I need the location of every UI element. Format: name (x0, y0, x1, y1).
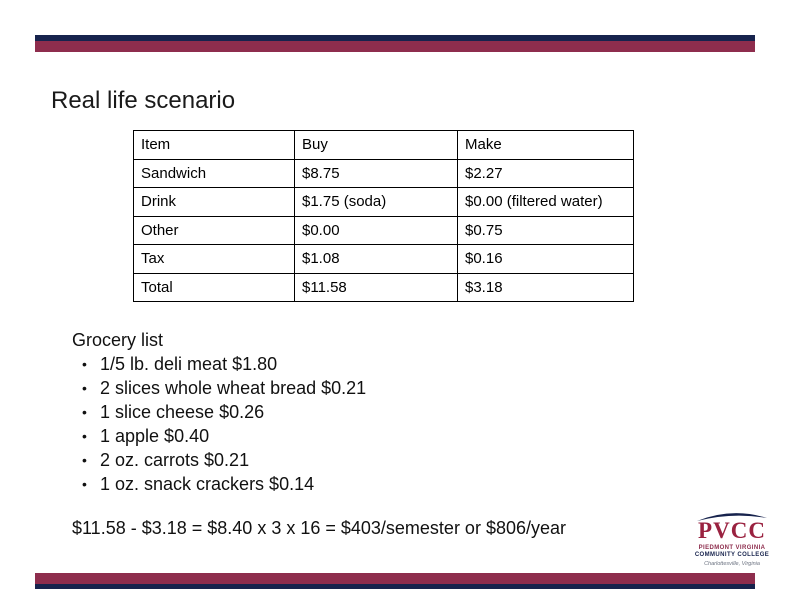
list-item-text: 1 slice cheese $0.26 (100, 402, 265, 422)
table-cell: Tax (133, 244, 295, 274)
table-cell: $11.58 (294, 272, 458, 302)
bottom-accent-bar-navy (35, 584, 755, 589)
list-item: • 1/5 lb. deli meat $1.80 (82, 352, 366, 376)
table-row: Tax $1.08 $0.16 (133, 244, 634, 274)
list-item-text: 1 oz. snack crackers $0.14 (100, 474, 315, 494)
list-item: • 2 oz. carrots $0.21 (82, 448, 366, 472)
list-item: • 1 slice cheese $0.26 (82, 400, 366, 424)
list-item: • 1 apple $0.40 (82, 424, 366, 448)
bullet-marker: • (82, 452, 87, 468)
logo-name-line2: COMMUNITY COLLEGE (694, 552, 770, 558)
pvcc-logo: PVCC PIEDMONT VIRGINIA COMMUNITY COLLEGE… (688, 509, 776, 568)
list-item-text: 2 oz. carrots $0.21 (100, 450, 250, 470)
table-cell: $0.75 (457, 215, 634, 245)
top-accent-bar-maroon (35, 41, 755, 52)
logo-acronym: PVCC (698, 518, 766, 543)
table-row: Sandwich $8.75 $2.27 (133, 158, 634, 188)
table-cell: $3.18 (457, 272, 634, 302)
table-cell: Drink (133, 187, 295, 217)
list-item: • 1 oz. snack crackers $0.14 (82, 472, 366, 496)
bullet-marker: • (82, 428, 87, 444)
logo-name-line1: PIEDMONT VIRGINIA (698, 545, 766, 551)
table-row: Drink $1.75 (soda) $0.00 (filtered water… (133, 187, 634, 217)
table-cell: $0.00 (294, 215, 458, 245)
table-cell: $8.75 (294, 158, 458, 188)
bullet-marker: • (82, 404, 87, 420)
table-row: Other $0.00 $0.75 (133, 215, 634, 245)
table-cell: $0.16 (457, 244, 634, 274)
list-item-text: 2 slices whole wheat bread $0.21 (100, 378, 367, 398)
top-accent-bar-navy (35, 35, 755, 41)
list-item-text: 1 apple $0.40 (100, 426, 210, 446)
table-cell: Other (133, 215, 295, 245)
table-header-buy: Buy (294, 130, 458, 160)
slide-title: Real life scenario (51, 87, 236, 114)
cost-comparison-table: Item Buy Make Sandwich $8.75 $2.27 Drink… (133, 130, 634, 302)
table-header-item: Item (133, 130, 295, 160)
table-cell: $0.00 (filtered water) (457, 187, 634, 217)
list-item: • 2 slices whole wheat bread $0.21 (82, 376, 366, 400)
logo-tagline: Charlottesville, Virginia (704, 561, 760, 567)
logo-swoosh-icon (697, 513, 767, 521)
table-cell: $1.75 (soda) (294, 187, 458, 217)
bullet-marker: • (82, 476, 87, 492)
cost-calculation-text: $11.58 - $3.18 = $8.40 x 3 x 16 = $403/s… (72, 518, 566, 538)
list-item-text: 1/5 lb. deli meat $1.80 (100, 354, 278, 374)
bullet-marker: • (82, 356, 87, 372)
table-cell: $2.27 (457, 158, 634, 188)
table-header-row: Item Buy Make (133, 130, 634, 160)
table-cell: $1.08 (294, 244, 458, 274)
grocery-list: • 1/5 lb. deli meat $1.80 • 2 slices who… (82, 352, 366, 496)
bullet-marker: • (82, 380, 87, 396)
table-header-make: Make (457, 130, 634, 160)
bottom-accent-bar-maroon (35, 573, 755, 584)
table-cell: Sandwich (133, 158, 295, 188)
table-cell: Total (133, 272, 295, 302)
grocery-list-heading: Grocery list (72, 330, 164, 350)
table-row: Total $11.58 $3.18 (133, 272, 634, 302)
